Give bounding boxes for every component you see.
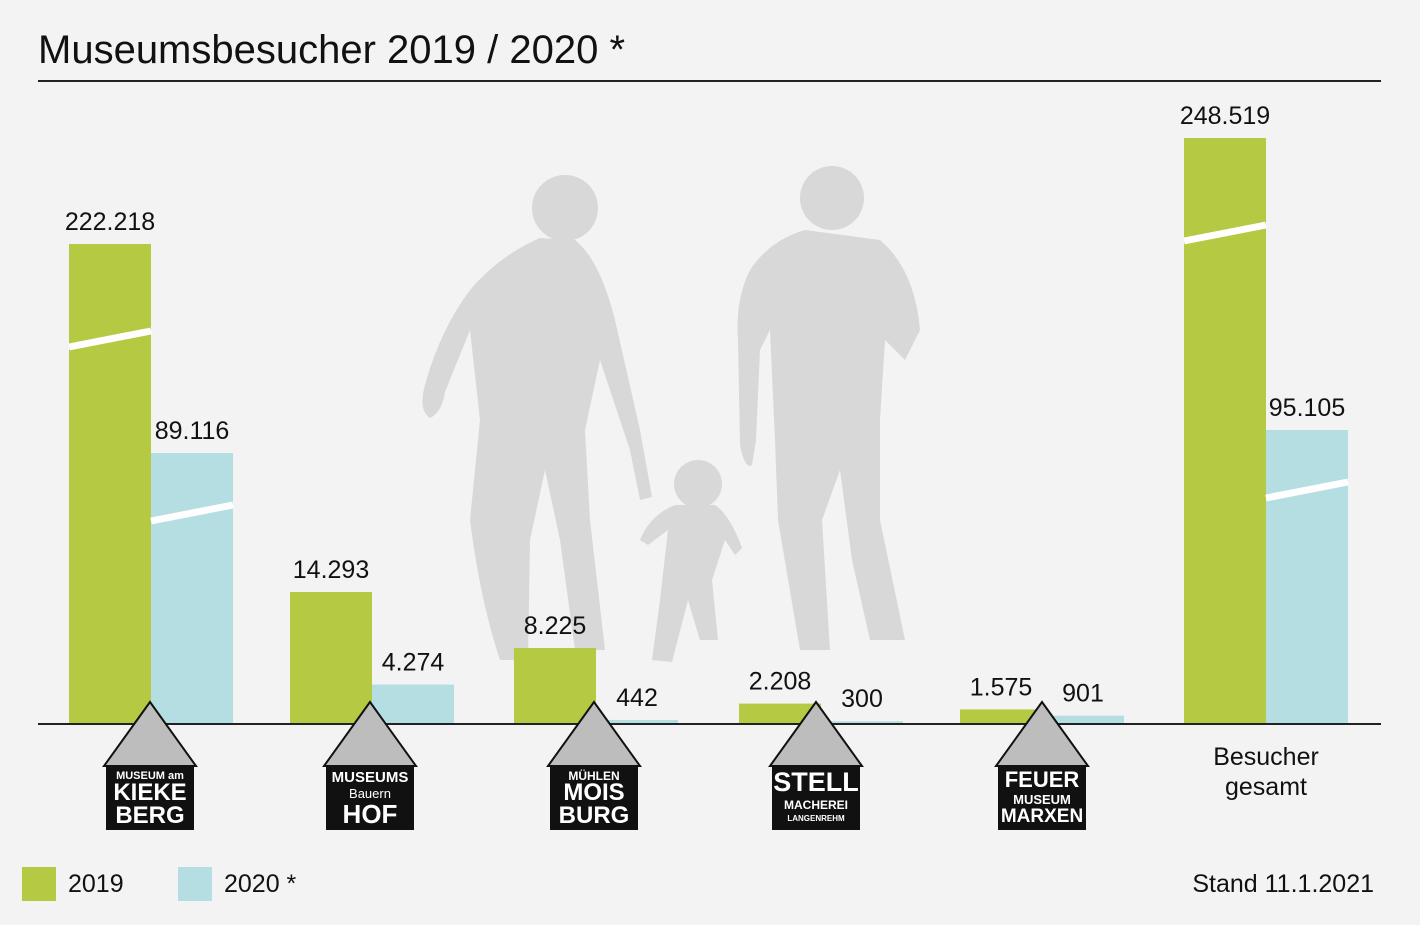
logo-text-line: FEUER	[1004, 767, 1080, 792]
axis-break-mark	[150, 501, 234, 525]
bar-2019-1	[290, 592, 372, 724]
bar-2020-2	[596, 719, 678, 724]
chart-title: Museumsbesucher 2019 / 2020 *	[38, 28, 626, 72]
logo-text-line: MARXEN	[1000, 806, 1084, 827]
total-category-label: Besucher gesamt	[1213, 743, 1319, 801]
logo-moisburg: MÜHLEN MOIS BURG	[546, 700, 642, 832]
logo-plate: MÜHLEN MOIS BURG	[550, 766, 638, 830]
legend-swatch-2019	[22, 867, 56, 901]
roof-icon	[768, 700, 864, 767]
stand-date: Stand 11.1.2021	[1192, 870, 1374, 898]
bar-2019-0	[69, 244, 151, 724]
value-label: 248.519	[1180, 102, 1270, 130]
roof-icon	[546, 700, 642, 767]
logo-text-line: MOIS	[563, 779, 625, 806]
logo-text-line: MACHEREI	[783, 798, 848, 812]
logo-kiekeberg: MUSEUM am KIEKE BERG	[102, 700, 198, 832]
bar-2019-4	[960, 709, 1042, 724]
value-label: 442	[616, 684, 658, 712]
bar-2020-5	[1266, 430, 1348, 724]
bar-2020-3	[821, 721, 903, 724]
logo-feuerwehr: FEUER MUSEUM MARXEN	[994, 700, 1090, 832]
value-label: 901	[1062, 680, 1104, 708]
value-label: 2.208	[749, 668, 812, 696]
logo-text-line: BURG	[558, 802, 630, 829]
bar-2020-4	[1042, 715, 1124, 724]
axis-break-mark	[68, 327, 152, 351]
logo-plate: STELL MACHEREI LANGENREHM	[772, 766, 860, 830]
logo-text-line: MUSEUM am	[116, 770, 184, 782]
logo-bauernhof: MUSEUMS Bauern HOF	[322, 700, 418, 832]
value-label: 8.225	[524, 612, 587, 640]
legend-label-2020: 2020 *	[224, 870, 297, 898]
logo-stellmacherei: STELL MACHEREI LANGENREHM	[768, 700, 864, 832]
logo-plate: MUSEUM am KIEKE BERG	[106, 766, 194, 830]
value-label: 89.116	[155, 417, 230, 445]
logo-text-line: HOF	[342, 799, 398, 829]
roof-icon	[102, 700, 198, 767]
legend-swatch-2020	[178, 867, 212, 901]
axis-break-mark	[1183, 221, 1267, 245]
roof-icon	[322, 700, 418, 767]
logo-text-line: STELL	[773, 767, 859, 797]
logo-plate: MUSEUMS Bauern HOF	[326, 766, 414, 830]
value-label: 14.293	[293, 556, 369, 584]
bars-group	[68, 138, 1349, 724]
title-rule	[38, 80, 1381, 82]
logo-plate: FEUER MUSEUM MARXEN	[998, 766, 1086, 830]
bar-2019-3	[739, 703, 821, 724]
axis-break-mark	[1265, 478, 1349, 502]
logo-text-line: MUSEUMS	[331, 769, 409, 786]
logo-text-line: MÜHLEN	[568, 769, 620, 783]
bar-2020-1	[372, 684, 454, 724]
roof-icon	[994, 700, 1090, 767]
value-label: 95.105	[1269, 394, 1345, 422]
value-label: 4.274	[382, 649, 445, 677]
logo-text-line: MUSEUM	[1013, 792, 1071, 807]
bar-2019-2	[514, 648, 596, 724]
legend-label-2019: 2019	[68, 870, 124, 898]
logo-text-line: KIEKE	[113, 779, 187, 806]
value-labels-group: 222.218 89.116 14.293 4.274 8.225 442 2.208 300…	[65, 102, 1345, 713]
logo-text-line: Bauern	[349, 786, 391, 801]
value-label: 300	[841, 685, 883, 713]
value-label: 1.575	[970, 673, 1033, 701]
value-label: 222.218	[65, 208, 155, 236]
logo-text-line: LANGENREHM	[787, 814, 845, 823]
family-silhouette	[422, 166, 920, 662]
bar-2020-0	[151, 453, 233, 724]
logo-text-line: BERG	[115, 802, 185, 829]
